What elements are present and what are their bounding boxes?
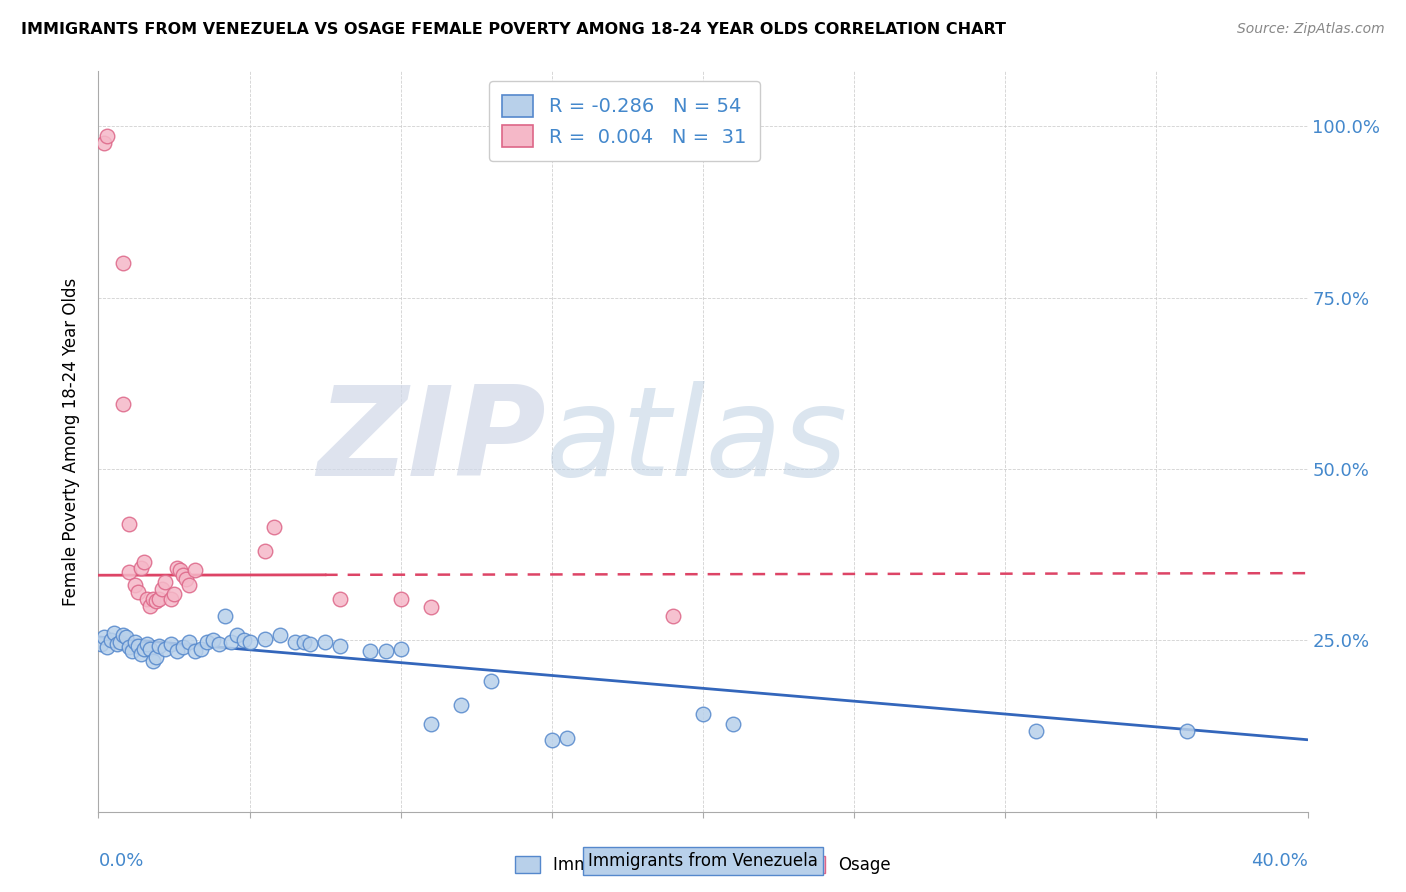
- Point: [374, 643, 396, 657]
- Point: [111, 256, 134, 270]
- Point: [1175, 723, 1198, 738]
- Point: [160, 592, 183, 607]
- Point: [208, 637, 231, 651]
- Point: [93, 630, 115, 644]
- Point: [160, 637, 183, 651]
- Text: 0.0%: 0.0%: [98, 853, 143, 871]
- Legend: Immigrants from Venezuela, Osage: Immigrants from Venezuela, Osage: [509, 849, 897, 881]
- Point: [214, 609, 236, 624]
- Point: [118, 516, 141, 531]
- Point: [723, 717, 745, 731]
- Point: [269, 628, 291, 642]
- Point: [221, 634, 243, 648]
- Legend: R = -0.286   N = 54, R =  0.004   N =  31: R = -0.286 N = 54, R = 0.004 N = 31: [489, 81, 761, 161]
- Text: 40.0%: 40.0%: [1251, 853, 1308, 871]
- Point: [263, 520, 285, 534]
- Point: [108, 634, 131, 648]
- Point: [329, 639, 352, 653]
- Point: [139, 641, 162, 656]
- Point: [481, 674, 503, 689]
- Point: [132, 554, 155, 568]
- Point: [127, 639, 149, 653]
- Point: [145, 650, 167, 665]
- Point: [129, 647, 152, 661]
- Text: atlas: atlas: [546, 381, 848, 502]
- Point: [145, 593, 167, 607]
- Point: [142, 592, 165, 607]
- Point: [121, 643, 143, 657]
- Point: [253, 544, 276, 558]
- Point: [239, 634, 262, 648]
- Y-axis label: Female Poverty Among 18-24 Year Olds: Female Poverty Among 18-24 Year Olds: [62, 277, 80, 606]
- Point: [114, 630, 136, 644]
- Point: [202, 633, 225, 648]
- Text: ZIP: ZIP: [318, 381, 546, 502]
- Point: [232, 633, 254, 648]
- Point: [96, 129, 118, 144]
- Text: Source: ZipAtlas.com: Source: ZipAtlas.com: [1237, 22, 1385, 37]
- Point: [172, 640, 194, 655]
- Point: [420, 600, 443, 615]
- Point: [100, 633, 122, 648]
- Point: [90, 637, 112, 651]
- Point: [132, 641, 155, 656]
- Point: [105, 637, 128, 651]
- Point: [169, 563, 191, 577]
- Point: [93, 136, 115, 151]
- Point: [111, 397, 134, 411]
- Point: [118, 565, 141, 579]
- Point: [292, 634, 315, 648]
- Point: [179, 578, 201, 592]
- Point: [129, 561, 152, 575]
- Point: [111, 628, 134, 642]
- Point: [420, 717, 443, 731]
- Point: [284, 634, 307, 648]
- Point: [389, 641, 412, 656]
- Point: [124, 578, 146, 592]
- Point: [166, 561, 188, 575]
- Point: [389, 592, 412, 607]
- Point: [360, 643, 382, 657]
- Point: [172, 568, 194, 582]
- Point: [124, 634, 146, 648]
- Point: [135, 592, 157, 607]
- Point: [163, 587, 186, 601]
- Point: [450, 698, 472, 713]
- Point: [195, 634, 218, 648]
- Point: [118, 640, 141, 655]
- Point: [174, 572, 197, 586]
- Point: [166, 643, 188, 657]
- Point: [1024, 723, 1046, 738]
- Point: [661, 609, 683, 624]
- Point: [150, 582, 173, 596]
- Point: [135, 637, 157, 651]
- Point: [179, 634, 201, 648]
- Point: [226, 628, 249, 642]
- Point: [139, 599, 162, 613]
- Point: [540, 732, 562, 747]
- Point: [692, 707, 714, 722]
- Point: [153, 575, 176, 590]
- Point: [153, 641, 176, 656]
- Point: [299, 637, 322, 651]
- Text: Immigrants from Venezuela: Immigrants from Venezuela: [588, 852, 818, 870]
- Point: [314, 634, 336, 648]
- Text: IMMIGRANTS FROM VENEZUELA VS OSAGE FEMALE POVERTY AMONG 18-24 YEAR OLDS CORRELAT: IMMIGRANTS FROM VENEZUELA VS OSAGE FEMAL…: [21, 22, 1007, 37]
- Point: [103, 626, 125, 640]
- Point: [184, 643, 207, 657]
- Point: [329, 592, 352, 607]
- Point: [148, 592, 170, 607]
- Point: [127, 585, 149, 599]
- Point: [96, 640, 118, 655]
- Point: [142, 654, 165, 668]
- Point: [190, 641, 212, 656]
- Point: [148, 639, 170, 653]
- Point: [555, 731, 578, 745]
- Point: [184, 563, 207, 577]
- Point: [253, 632, 276, 646]
